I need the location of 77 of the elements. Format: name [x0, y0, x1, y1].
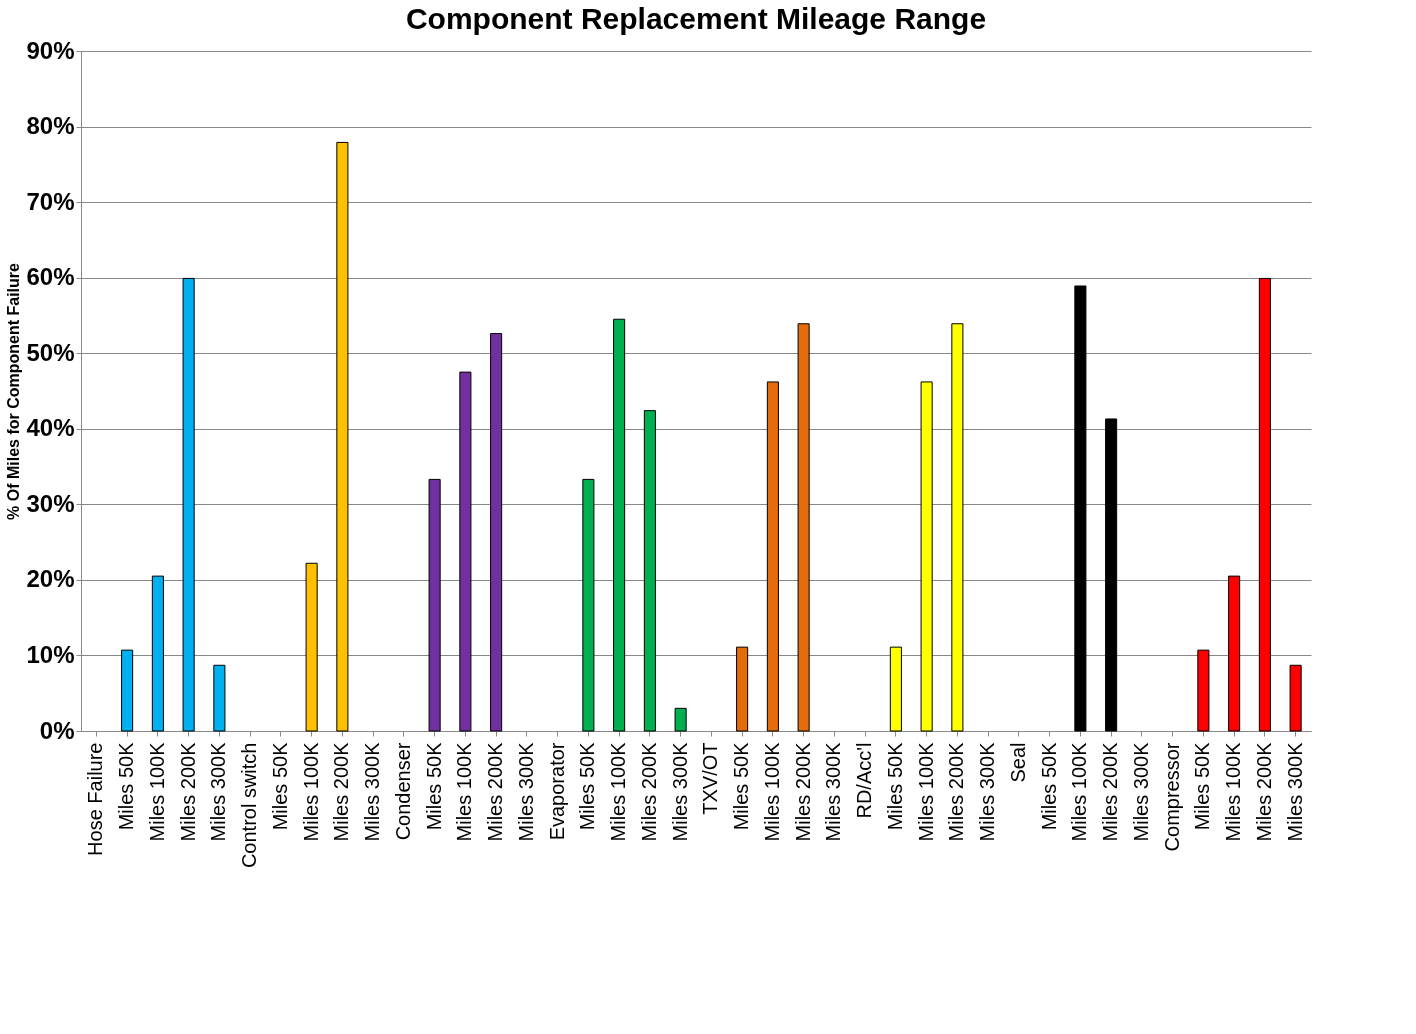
- bar: [674, 707, 687, 732]
- bar: [213, 664, 226, 732]
- y-tick-label: 90%: [26, 36, 75, 64]
- x-tick-label: Miles 300K: [361, 741, 384, 842]
- x-tick-label: RD/Acc'l: [853, 742, 876, 819]
- x-tick-label: Miles 50K: [268, 741, 291, 831]
- x-tick-label: Condenser: [391, 742, 414, 841]
- x-tick-label: Miles 50K: [576, 741, 599, 831]
- x-tick-label: Miles 200K: [791, 741, 814, 842]
- x-tick-label: Miles 200K: [484, 741, 507, 842]
- bar: [797, 323, 810, 732]
- x-tick-label: Miles 200K: [330, 741, 353, 842]
- x-tick-label: Miles 100K: [914, 741, 937, 842]
- y-tick-label: 80%: [26, 112, 75, 140]
- bar: [182, 277, 195, 732]
- x-tick-label: Miles 300K: [976, 741, 999, 842]
- bar: [305, 562, 318, 732]
- x-tick-label: Miles 50K: [115, 741, 138, 831]
- bar: [490, 333, 503, 732]
- x-tick-label: Seal: [1006, 742, 1029, 783]
- bar: [1228, 575, 1241, 732]
- x-tick-label: Miles 300K: [822, 741, 845, 842]
- bar: [336, 141, 349, 732]
- bar: [736, 646, 749, 732]
- bar: [459, 371, 472, 732]
- x-tick-label: Miles 100K: [1068, 741, 1091, 842]
- x-tick-label: Compressor: [1160, 742, 1183, 852]
- x-tick-label: Miles 300K: [514, 741, 537, 842]
- x-tick-label: Miles 200K: [1099, 741, 1122, 842]
- bar: [428, 478, 441, 732]
- bar: [643, 410, 656, 732]
- x-tick-label: Miles 300K: [1129, 741, 1152, 842]
- y-axis-title: % Of Miles for Component Failure: [5, 262, 23, 520]
- x-tick-label: Miles 200K: [637, 741, 660, 842]
- x-tick-label: Miles 200K: [176, 741, 199, 842]
- x-tick-label: Miles 50K: [1037, 741, 1060, 831]
- bar: [766, 381, 779, 732]
- y-tick-label: 10%: [26, 640, 75, 668]
- x-tick-label: Evaporator: [545, 742, 568, 841]
- x-tick-label: Miles 100K: [299, 741, 322, 842]
- x-tick-label: Miles 100K: [145, 741, 168, 842]
- bar: [1258, 277, 1271, 732]
- x-tick-label: Miles 50K: [730, 741, 753, 831]
- bar: [1289, 664, 1302, 732]
- x-tick-label: Miles 100K: [760, 741, 783, 842]
- bar: [1074, 285, 1087, 732]
- x-tick-label: Control switch: [238, 742, 261, 869]
- bar: [151, 575, 164, 732]
- y-tick-label: 40%: [26, 414, 75, 442]
- x-tick-label: Miles 100K: [607, 741, 630, 842]
- bar: [920, 381, 933, 732]
- bar: [1197, 649, 1210, 732]
- x-tick-label: Miles 200K: [1252, 741, 1275, 842]
- x-tick-label: Miles 100K: [1222, 741, 1245, 842]
- bar: [582, 478, 595, 732]
- y-tick-label: 0%: [39, 716, 75, 744]
- x-tick-label: TXV/OT: [699, 742, 722, 815]
- chart-title: Component Replacement Mileage Range: [405, 2, 987, 35]
- x-tick-label: Miles 100K: [453, 741, 476, 842]
- bar: [1105, 418, 1118, 732]
- x-tick-label: Miles 300K: [207, 741, 230, 842]
- x-tick-label: Miles 50K: [1191, 741, 1214, 831]
- bar: [889, 646, 902, 732]
- bar: [613, 318, 626, 732]
- y-tick-label: 20%: [26, 565, 75, 593]
- x-tick-label: Miles 50K: [883, 741, 906, 831]
- y-tick-label: 50%: [26, 338, 75, 366]
- y-tick-label: 70%: [26, 187, 75, 215]
- x-tick-label: Miles 200K: [945, 741, 968, 842]
- x-tick-label: Miles 50K: [422, 741, 445, 831]
- x-tick-label: Miles 300K: [668, 741, 691, 842]
- bar: [951, 323, 964, 732]
- bar: [121, 649, 134, 732]
- y-tick-label: 60%: [26, 263, 75, 291]
- x-tick-label: Hose Failure: [84, 742, 107, 856]
- y-tick-label: 30%: [26, 489, 75, 517]
- x-tick-label: Miles 300K: [1283, 741, 1306, 842]
